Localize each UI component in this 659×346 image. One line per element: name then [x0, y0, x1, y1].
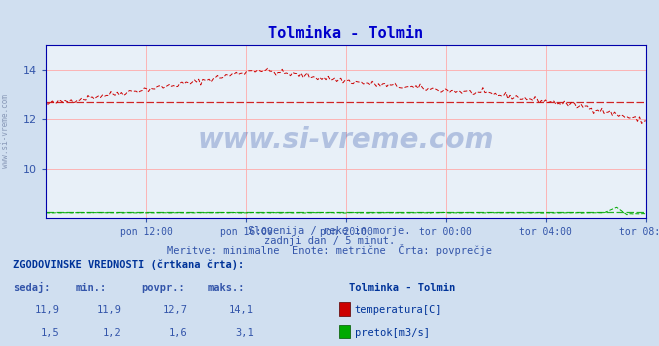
Text: 11,9: 11,9	[34, 305, 59, 315]
Text: 12,7: 12,7	[163, 305, 188, 315]
Title: Tolminka - Tolmin: Tolminka - Tolmin	[268, 26, 424, 41]
Text: ZGODOVINSKE VREDNOSTI (črtkana črta):: ZGODOVINSKE VREDNOSTI (črtkana črta):	[13, 260, 244, 270]
Text: pretok[m3/s]: pretok[m3/s]	[355, 328, 430, 338]
Text: sedaj:: sedaj:	[13, 282, 51, 293]
Text: 11,9: 11,9	[97, 305, 122, 315]
Text: povpr.:: povpr.:	[142, 283, 185, 293]
Text: 1,6: 1,6	[169, 328, 188, 338]
Text: Slovenija / reke in morje.: Slovenija / reke in morje.	[248, 226, 411, 236]
Text: 14,1: 14,1	[229, 305, 254, 315]
Text: 1,2: 1,2	[103, 328, 122, 338]
Text: Tolminka - Tolmin: Tolminka - Tolmin	[349, 283, 455, 293]
Text: 3,1: 3,1	[235, 328, 254, 338]
Text: 1,5: 1,5	[41, 328, 59, 338]
Text: zadnji dan / 5 minut.: zadnji dan / 5 minut.	[264, 236, 395, 246]
Text: min.:: min.:	[76, 283, 107, 293]
Text: Meritve: minimalne  Enote: metrične  Črta: povprečje: Meritve: minimalne Enote: metrične Črta:…	[167, 244, 492, 256]
Text: www.si-vreme.com: www.si-vreme.com	[1, 94, 10, 169]
Text: www.si-vreme.com: www.si-vreme.com	[198, 126, 494, 154]
Text: maks.:: maks.:	[208, 283, 245, 293]
Text: temperatura[C]: temperatura[C]	[355, 305, 442, 315]
